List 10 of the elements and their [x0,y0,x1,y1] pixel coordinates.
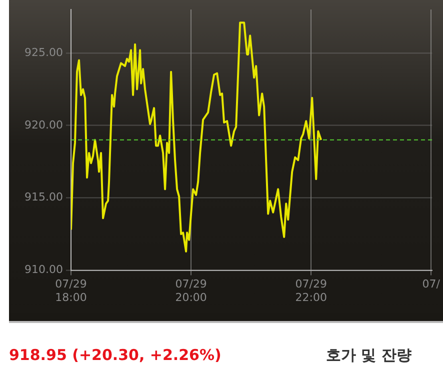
y-tick-label: 915.00 [24,190,64,204]
y-tick-label: 910.00 [24,263,64,276]
y-tick-label: 920.00 [24,118,64,132]
x-tick-label: 07/ [422,278,440,291]
x-tick-label: 07/29 18:00 [55,278,87,304]
x-tick-label: 07/29 22:00 [295,278,327,304]
text: 호가 및 잔량 [326,346,412,365]
text: 918.95 (+20.30, +2.26%) [9,346,222,364]
x-tick-label: 07/29 20:00 [175,278,207,304]
y-tick-label: 925.00 [24,46,64,59]
